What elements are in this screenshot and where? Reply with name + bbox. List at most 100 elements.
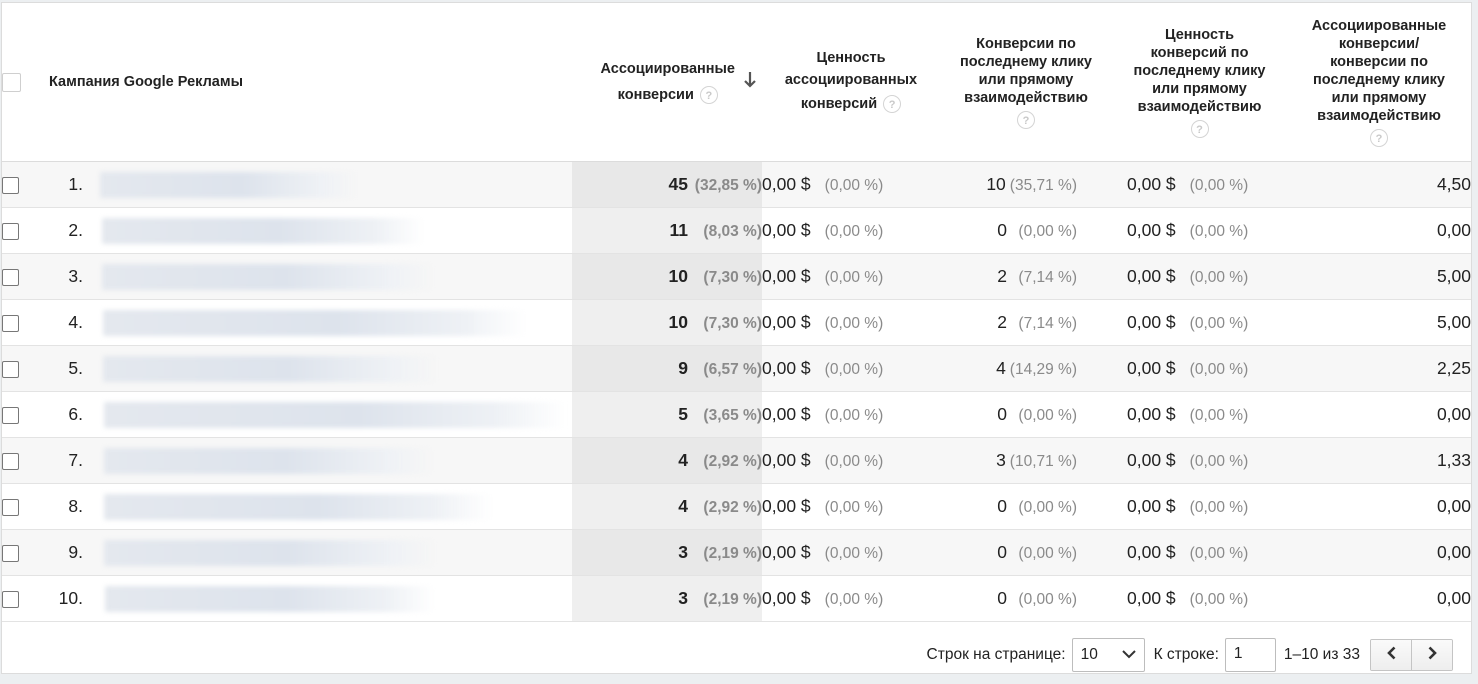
ratio-value: 5,00 <box>1436 266 1471 286</box>
row-checkbox-cell <box>2 345 49 392</box>
help-icon[interactable]: ? <box>1370 129 1388 147</box>
assisted-conversions-value: 9 <box>678 358 688 378</box>
last-click-conversions-value: 2 <box>997 266 1007 286</box>
last-click-conversions-value: 4 <box>996 358 1006 378</box>
assisted-conversions-cell: 11 (8,03 %) <box>572 207 762 254</box>
last-click-value-percent: (0,00 %) <box>1189 223 1249 240</box>
table-row[interactable]: 6. 5 (3,65 %) 0,00 $ (0,00 %) 0 (0,00 %) 0,00 $… <box>2 391 1471 438</box>
campaign-name-redacted[interactable] <box>100 172 358 198</box>
assisted-value-cell: 0,00 $ (0,00 %) <box>762 161 940 208</box>
assisted-value-cell: 0,00 $ (0,00 %) <box>762 299 940 346</box>
table-row[interactable]: 4. 10 (7,30 %) 0,00 $ (0,00 %) 2 (7,14 %) 0,00 … <box>2 299 1471 346</box>
assisted-conversions-value: 45 <box>668 174 688 194</box>
assisted-conversions-value: 3 <box>678 588 688 608</box>
table-row[interactable]: 9. 3 (2,19 %) 0,00 $ (0,00 %) 0 (0,00 %) 0,00 $… <box>2 529 1471 576</box>
last-click-value-percent: (0,00 %) <box>1189 269 1249 286</box>
campaign-name-redacted[interactable] <box>102 218 424 244</box>
last-click-value-percent: (0,00 %) <box>1189 361 1249 378</box>
assisted-value: 0,00 $ <box>762 588 811 608</box>
row-checkbox[interactable] <box>2 452 19 470</box>
column-header-last-click-value[interactable]: Ценность конверсий по последнему клику и… <box>1112 3 1287 162</box>
header-text-line: конверсии/ <box>1338 36 1420 52</box>
last-click-conversions-value: 10 <box>986 174 1006 194</box>
row-checkbox[interactable] <box>2 590 19 608</box>
assisted-value-cell: 0,00 $ (0,00 %) <box>762 483 940 530</box>
row-index: 8. <box>68 496 83 516</box>
row-checkbox[interactable] <box>2 176 19 194</box>
last-click-value: 0,00 $ <box>1127 174 1176 194</box>
ratio-value: 0,00 <box>1436 542 1471 562</box>
last-click-conversions-cell: 0 (0,00 %) <box>940 207 1112 254</box>
row-checkbox[interactable] <box>2 498 19 516</box>
row-checkbox-cell <box>2 575 49 622</box>
last-click-conversions-value: 0 <box>997 404 1007 424</box>
help-icon[interactable]: ? <box>1017 111 1035 129</box>
help-icon[interactable]: ? <box>699 86 718 105</box>
column-header-ratio[interactable]: Ассоциированные конверсии/ конверсии по … <box>1287 3 1471 162</box>
last-click-conversions-cell: 0 (0,00 %) <box>940 391 1112 438</box>
column-header-assisted-conversions[interactable]: Ассоциированные конверсии? <box>572 3 762 162</box>
assisted-conversions-cell: 45 (32,85 %) <box>572 161 762 208</box>
assisted-conversions-percent: (2,19 %) <box>703 545 762 562</box>
arrow-down-icon[interactable] <box>743 71 757 94</box>
rows-per-page-select[interactable]: 10 <box>1071 638 1145 672</box>
prev-page-button[interactable] <box>1371 640 1411 670</box>
select-all-cell <box>2 3 49 162</box>
assisted-value: 0,00 $ <box>762 358 811 378</box>
last-click-conversions-percent: (0,00 %) <box>1018 545 1077 562</box>
help-icon[interactable]: ? <box>1190 120 1209 138</box>
header-text-line: взаимодействию <box>1137 99 1262 115</box>
header-text-line: последнему клику <box>960 54 1092 70</box>
next-page-button[interactable] <box>1411 640 1452 670</box>
last-click-conversions-percent: (14,29 %) <box>1009 361 1077 378</box>
last-click-value-cell: 0,00 $ (0,00 %) <box>1112 161 1287 208</box>
ratio-value: 0,00 <box>1436 404 1471 424</box>
table-row[interactable]: 5. 9 (6,57 %) 0,00 $ (0,00 %) 4 (14,29 %) 0,00 … <box>2 345 1471 392</box>
campaign-name-redacted[interactable] <box>103 356 439 382</box>
assisted-value-percent: (0,00 %) <box>824 499 884 516</box>
row-checkbox-cell <box>2 529 49 576</box>
campaign-name-redacted[interactable] <box>103 310 527 336</box>
header-text-line: взаимодействию <box>1317 108 1441 124</box>
assisted-value: 0,00 $ <box>762 404 811 424</box>
row-index: 10. <box>58 588 83 608</box>
campaign-name-redacted[interactable] <box>104 494 492 520</box>
assisted-conversions-percent: (7,30 %) <box>703 315 762 332</box>
campaign-name-redacted[interactable] <box>104 448 434 474</box>
pagination-bar: Строк на странице: 10 К строке: 1 1–10 и… <box>927 637 1453 673</box>
assisted-value-percent: (0,00 %) <box>824 453 884 470</box>
last-click-value: 0,00 $ <box>1127 588 1176 608</box>
column-header-campaign[interactable]: Кампания Google Рекламы <box>49 3 572 162</box>
column-header-last-click-conversions[interactable]: Конверсии по последнему клику или прямом… <box>940 3 1112 162</box>
campaign-name-redacted[interactable] <box>102 264 435 290</box>
campaign-name-redacted[interactable] <box>105 586 435 612</box>
campaign-cell: 9. <box>49 529 572 576</box>
goto-row-input[interactable]: 1 <box>1224 638 1276 672</box>
table-row[interactable]: 8. 4 (2,92 %) 0,00 $ (0,00 %) 0 (0,00 %) 0,00 $… <box>2 483 1471 530</box>
column-header-assisted-value[interactable]: Ценность ассоциированных конверсий? <box>762 3 940 162</box>
table-row[interactable]: 2. 11 (8,03 %) 0,00 $ (0,00 %) 0 (0,00 %) 0,00 … <box>2 207 1471 254</box>
table-row[interactable]: 10. 3 (2,19 %) 0,00 $ (0,00 %) 0 (0,00 %) 0,00 … <box>2 575 1471 622</box>
last-click-value: 0,00 $ <box>1127 542 1176 562</box>
row-checkbox[interactable] <box>2 360 19 378</box>
help-icon[interactable]: ? <box>883 95 902 114</box>
row-checkbox[interactable] <box>2 268 19 286</box>
row-checkbox[interactable] <box>2 314 19 332</box>
select-all-checkbox[interactable] <box>2 72 21 92</box>
row-checkbox[interactable] <box>2 406 19 424</box>
table-row[interactable]: 1. 45 (32,85 %) 0,00 $ (0,00 %) 10 (35,71 %) 0,… <box>2 161 1471 208</box>
row-checkbox[interactable] <box>2 222 19 240</box>
campaign-name-redacted[interactable] <box>104 540 437 566</box>
last-click-conversions-percent: (0,00 %) <box>1018 591 1077 608</box>
campaign-cell: 6. <box>49 391 572 438</box>
campaign-name-redacted[interactable] <box>104 402 566 428</box>
last-click-conversions-percent: (0,00 %) <box>1018 223 1077 240</box>
table-row[interactable]: 3. 10 (7,30 %) 0,00 $ (0,00 %) 2 (7,14 %) 0,00 … <box>2 253 1471 300</box>
last-click-conversions-percent: (0,00 %) <box>1018 499 1077 516</box>
row-checkbox[interactable] <box>2 544 19 562</box>
assisted-conversions-percent: (2,92 %) <box>703 499 762 516</box>
assisted-value-percent: (0,00 %) <box>824 591 884 608</box>
header-text-line: Конверсии по <box>976 36 1076 52</box>
table-row[interactable]: 7. 4 (2,92 %) 0,00 $ (0,00 %) 3 (10,71 %) 0,00 … <box>2 437 1471 484</box>
assisted-conversions-value: 10 <box>668 266 688 286</box>
